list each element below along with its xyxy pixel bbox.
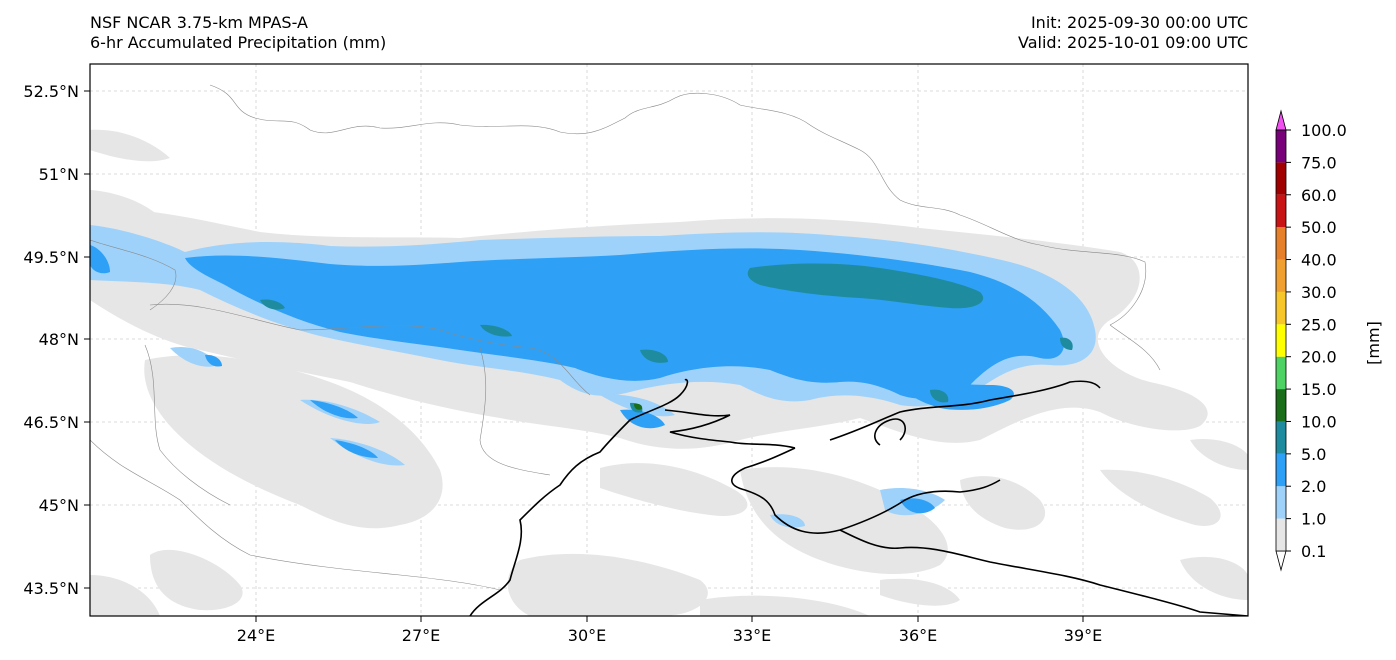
model-title: NSF NCAR 3.75-km MPAS-A [90, 13, 308, 32]
lon-tick-label: 39°E [1064, 626, 1102, 645]
lat-tick-label: 45°N [39, 496, 79, 515]
colorbar-tick-label: 0.1 [1301, 542, 1326, 561]
lat-tick-label: 43.5°N [23, 579, 79, 598]
colorbar-tick-label: 2.0 [1301, 477, 1326, 496]
colorbar-unit-label: [mm] [1364, 321, 1383, 365]
colorbar-segment [1276, 259, 1286, 292]
header-left: NSF NCAR 3.75-km MPAS-A 6-hr Accumulated… [90, 13, 386, 53]
colorbar-segment [1276, 453, 1286, 487]
lon-tick-label: 36°E [899, 626, 937, 645]
valid-time: Valid: 2025-10-01 09:00 UTC [1017, 33, 1248, 52]
colorbar-extend-min [1275, 550, 1287, 572]
precip-5mm [260, 263, 1073, 413]
colorbar-segment [1276, 486, 1286, 519]
colorbar-extend-max [1275, 109, 1287, 131]
colorbar-segment [1276, 227, 1286, 260]
precip-10mm [634, 403, 643, 410]
colorbar-segment [1276, 518, 1286, 551]
colorbar-tick-label: 20.0 [1301, 348, 1337, 367]
colorbar-tick-label: 50.0 [1301, 218, 1337, 237]
colorbar: 0.1 1.0 2.0 5.0 10.0 15.0 20.0 25.0 30.0 40.0 50.0… [1275, 109, 1347, 572]
colorbar-tick-label: 100.0 [1301, 121, 1347, 140]
lat-tick-label: 48°N [39, 330, 79, 349]
colorbar-tick-label: 60.0 [1301, 186, 1337, 205]
colorbar-outline [1275, 129, 1287, 552]
lat-tick-labels: 52.5°N 51°N 49.5°N 48°N 46.5°N 45°N 43.5… [23, 82, 79, 598]
coastlines [469, 378, 1248, 616]
colorbar-tick-label: 15.0 [1301, 380, 1337, 399]
colorbar-tick-label: 1.0 [1301, 510, 1326, 529]
header-right: Init: 2025-09-30 00:00 UTC Valid: 2025-1… [1018, 13, 1248, 53]
lat-tick-label: 46.5°N [23, 413, 79, 432]
init-time: Init: 2025-09-30 00:00 UTC [1030, 13, 1248, 32]
colorbar-tick-label: 30.0 [1301, 283, 1337, 302]
field-title: 6-hr Accumulated Precipitation (mm) [90, 33, 387, 52]
tick-marks [84, 90, 1084, 622]
colorbar-segment [1276, 356, 1286, 390]
colorbar-segment [1276, 194, 1286, 228]
colorbar-tick-label: 5.0 [1301, 445, 1326, 464]
lon-tick-label: 30°E [568, 626, 606, 645]
colorbar-tick-label: 75.0 [1301, 153, 1337, 172]
country-borders [90, 84, 1161, 591]
lon-tick-label: 33°E [733, 626, 771, 645]
colorbar-segment [1276, 291, 1286, 325]
lon-tick-labels: 24°E 27°E 30°E 33°E 36°E 39°E [237, 626, 1102, 645]
lon-tick-label: 27°E [402, 626, 440, 645]
colorbar-segment [1276, 421, 1286, 454]
lat-tick-label: 52.5°N [23, 82, 79, 101]
colorbar-segment [1276, 324, 1286, 357]
colorbar-tick-label: 25.0 [1301, 315, 1337, 334]
colorbar-segment [1276, 162, 1286, 195]
lat-tick-label: 49.5°N [23, 248, 79, 267]
colorbar-segment [1276, 130, 1286, 163]
colorbar-tick-label: 40.0 [1301, 251, 1337, 270]
map-frame [89, 63, 1249, 617]
map-area [90, 64, 1248, 616]
lon-tick-label: 24°E [237, 626, 275, 645]
colorbar-tick-label: 10.0 [1301, 412, 1337, 431]
colorbar-segment [1276, 389, 1286, 422]
lat-tick-label: 51°N [39, 165, 79, 184]
